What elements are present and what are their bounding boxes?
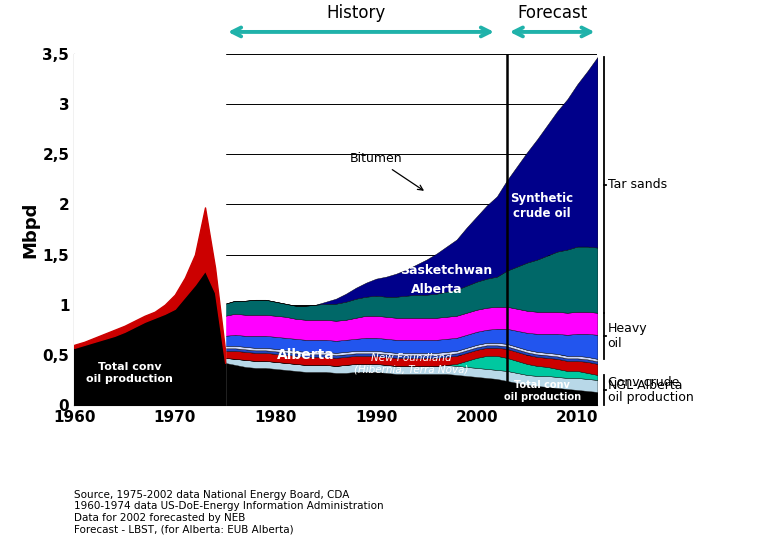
Text: Conv crude
oil production: Conv crude oil production [608,376,694,404]
Text: Synthetic
crude oil: Synthetic crude oil [511,192,574,220]
Text: New Foundland
(Hibernia, Terra Nova): New Foundland (Hibernia, Terra Nova) [354,353,469,375]
Text: NGL-Alberta: NGL-Alberta [608,380,683,393]
Text: Forecast: Forecast [517,4,587,22]
Text: Total conv
oil production: Total conv oil production [86,362,173,384]
Text: History: History [326,4,386,22]
Text: Total conv
oil production: Total conv oil production [504,380,581,402]
Text: Alberta: Alberta [276,348,334,362]
Y-axis label: Mbpd: Mbpd [22,201,40,258]
Text: Heavy
oil: Heavy oil [608,322,647,350]
Text: Bitumen: Bitumen [350,152,423,190]
Text: Alberta: Alberta [411,283,462,296]
Text: Tar sands: Tar sands [608,178,667,191]
Text: Sasketchwan: Sasketchwan [401,264,493,277]
Text: Source, 1975-2002 data National Energy Board, CDA
1960-1974 data US-DoE-Energy I: Source, 1975-2002 data National Energy B… [74,490,383,535]
